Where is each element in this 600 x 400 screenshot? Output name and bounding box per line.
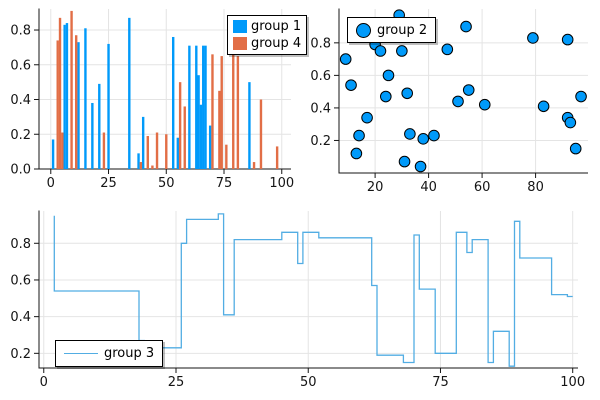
svg-text:100: 100 bbox=[269, 176, 294, 191]
svg-text:0.4: 0.4 bbox=[10, 93, 31, 108]
svg-text:0.8: 0.8 bbox=[10, 237, 31, 252]
legend-item-group-1: group 1 bbox=[233, 18, 301, 35]
bar-chart-legend: group 1 group 4 bbox=[227, 15, 308, 55]
scatter-chart-legend: group 2 bbox=[347, 17, 437, 43]
svg-text:0.2: 0.2 bbox=[10, 347, 31, 362]
top-right-scatter: 20 40 60 80 0.2 0.4 0.6 0.8 bbox=[310, 8, 588, 195]
svg-text:0: 0 bbox=[40, 375, 48, 390]
svg-text:80: 80 bbox=[527, 180, 544, 195]
top-left-bars: 0 25 50 75 100 0.0 0.2 0.4 0.6 0.8 bbox=[10, 8, 294, 191]
svg-text:60: 60 bbox=[474, 180, 491, 195]
series-group-1 bbox=[51, 17, 251, 170]
svg-text:0.0: 0.0 bbox=[10, 163, 31, 178]
series-group-4 bbox=[56, 10, 279, 170]
svg-text:0.2: 0.2 bbox=[10, 128, 31, 143]
legend-swatch-group-1 bbox=[233, 20, 247, 33]
legend-item-group-4: group 4 bbox=[233, 35, 301, 52]
svg-text:25: 25 bbox=[100, 176, 117, 191]
legend-swatch-group-4 bbox=[233, 37, 247, 50]
legend-line-group-3 bbox=[64, 353, 98, 354]
series-group-3 bbox=[53, 213, 573, 367]
series-group-2 bbox=[339, 9, 587, 173]
legend-label-group-1: group 1 bbox=[251, 19, 302, 34]
legend-label-group-2: group 2 bbox=[377, 22, 428, 38]
svg-text:0.6: 0.6 bbox=[10, 58, 31, 73]
svg-text:0.2: 0.2 bbox=[310, 134, 331, 149]
svg-text:50: 50 bbox=[158, 176, 175, 191]
svg-text:0.6: 0.6 bbox=[10, 273, 31, 288]
svg-text:100: 100 bbox=[560, 375, 585, 390]
step-chart-legend: group 3 bbox=[55, 340, 164, 367]
svg-text:0.8: 0.8 bbox=[310, 36, 331, 51]
svg-text:50: 50 bbox=[300, 375, 317, 390]
svg-text:25: 25 bbox=[168, 375, 185, 390]
legend-marker-group-2 bbox=[356, 22, 371, 38]
svg-text:75: 75 bbox=[432, 375, 449, 390]
legend-label-group-3: group 3 bbox=[104, 346, 155, 361]
svg-text:0.4: 0.4 bbox=[310, 101, 331, 116]
svg-text:0.8: 0.8 bbox=[10, 24, 31, 39]
svg-text:20: 20 bbox=[367, 180, 384, 195]
svg-text:0.4: 0.4 bbox=[10, 310, 31, 325]
svg-text:0.6: 0.6 bbox=[310, 69, 331, 84]
svg-text:0: 0 bbox=[47, 176, 55, 191]
legend-label-group-4: group 4 bbox=[251, 36, 302, 51]
svg-text:40: 40 bbox=[420, 180, 437, 195]
bottom-step: 0 25 50 75 100 0.2 0.4 0.6 0.8 bbox=[10, 210, 585, 390]
svg-text:75: 75 bbox=[216, 176, 233, 191]
